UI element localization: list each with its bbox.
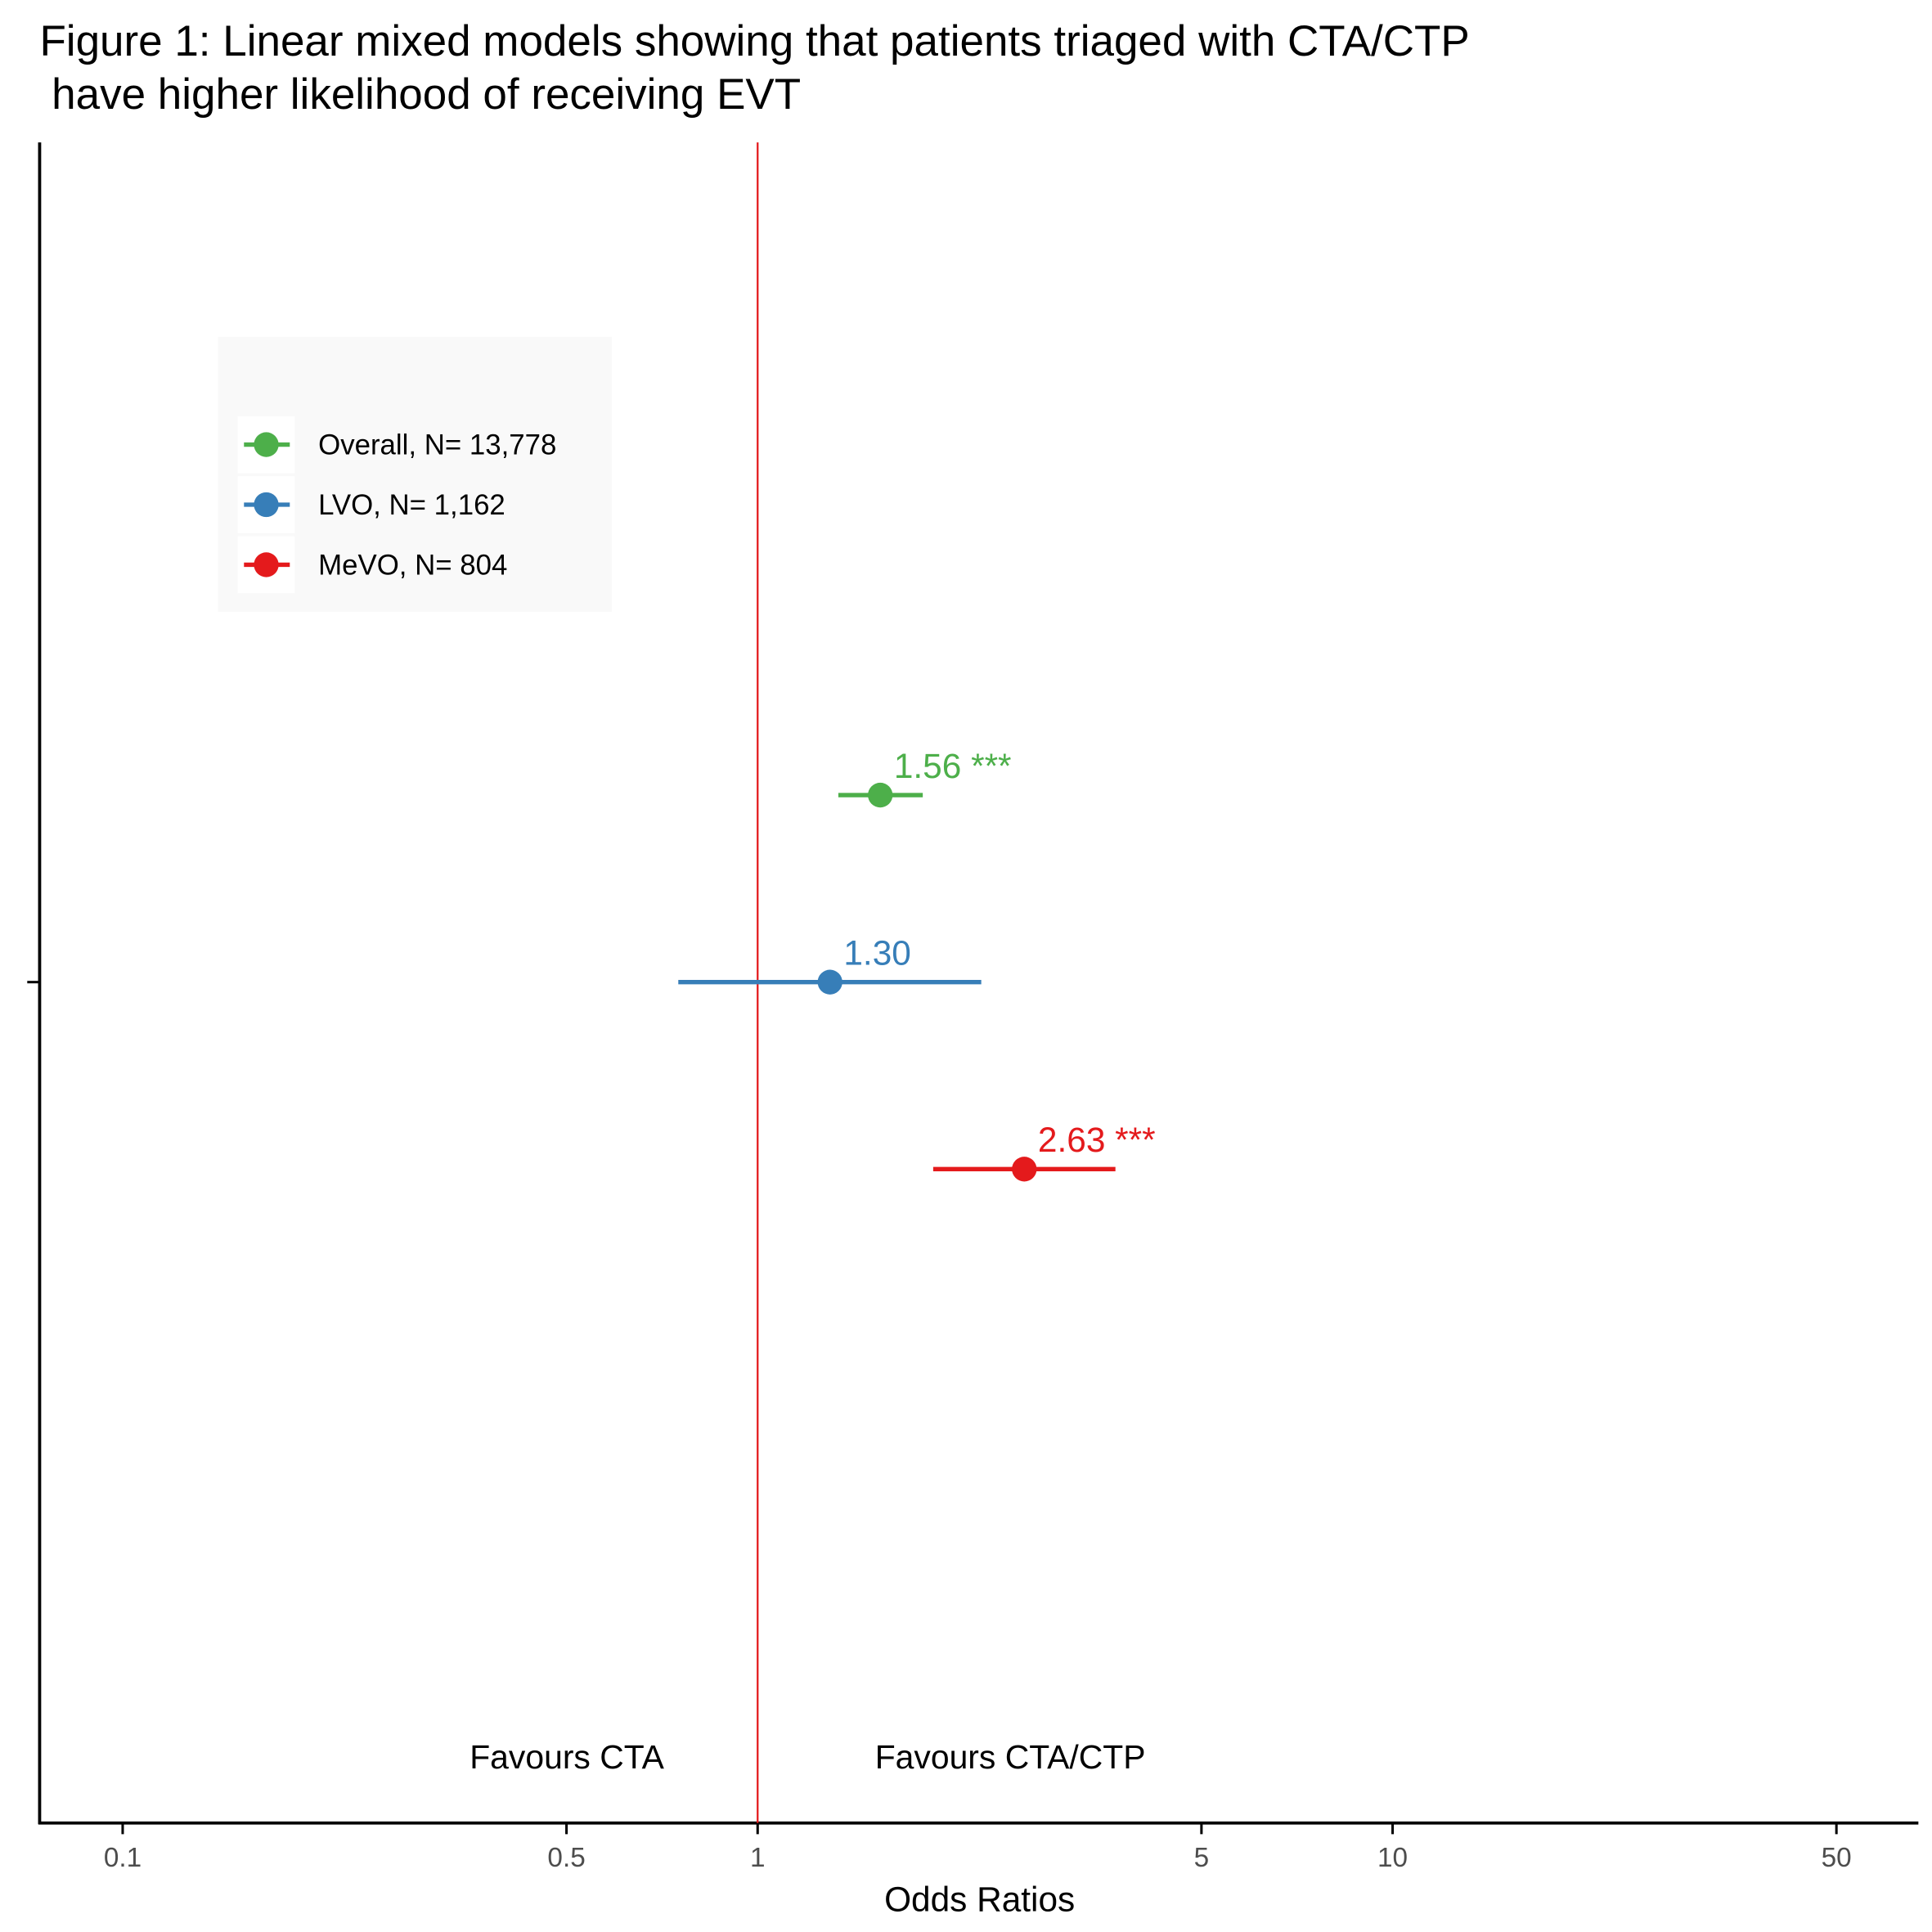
- legend-key: [254, 492, 279, 518]
- annotation: Favours CTA/CTP: [875, 1738, 1146, 1776]
- legend-label: Overall, N= 13,778: [318, 429, 556, 461]
- x-tick-label: 1: [750, 1843, 766, 1873]
- x-tick-label: 0.1: [104, 1843, 142, 1873]
- point: [868, 782, 893, 808]
- x-tick-label: 10: [1377, 1843, 1408, 1873]
- legend-label: MeVO, N= 804: [318, 550, 507, 582]
- x-tick-label: 5: [1194, 1843, 1210, 1873]
- legend-key: [254, 552, 279, 577]
- legend-key: [254, 432, 279, 457]
- x-tick-label: 50: [1822, 1843, 1852, 1873]
- annotation: Favours CTA: [470, 1738, 664, 1776]
- point: [1012, 1157, 1037, 1182]
- chart-title: Figure 1: Linear mixed models showing th…: [39, 17, 1469, 65]
- data-label: 2.63 ***: [1038, 1121, 1156, 1159]
- point: [817, 969, 842, 995]
- x-tick-label: 0.5: [547, 1843, 585, 1873]
- data-label: 1.56 ***: [894, 747, 1012, 785]
- data-label: 1.30: [843, 933, 910, 972]
- x-axis-label: Odds Ratios: [884, 1880, 1075, 1918]
- legend-label: LVO, N= 1,162: [318, 489, 505, 521]
- chart-title: have higher likelihood of receiving EVT: [39, 70, 801, 119]
